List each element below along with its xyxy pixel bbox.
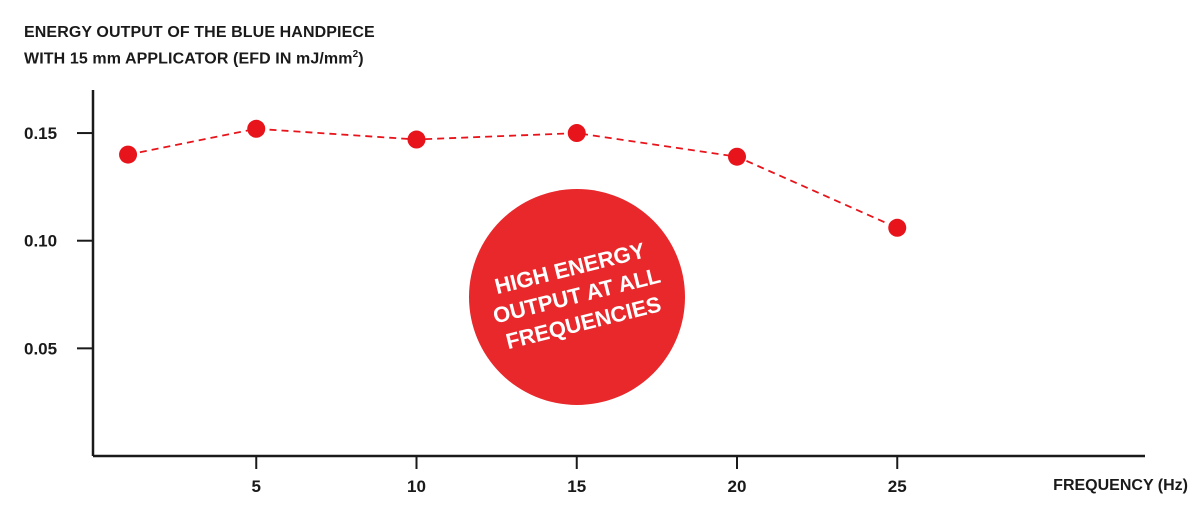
annotation-badge: HIGH ENERGY OUTPUT AT ALL FREQUENCIES [469, 189, 685, 405]
data-point [119, 145, 138, 164]
series-energy [119, 119, 907, 237]
series-line [127, 127, 898, 229]
chart-title-line-2: WITH 15 mm APPLICATOR (EFD IN mJ/mm2) [24, 44, 375, 70]
annotation-circle [469, 189, 685, 405]
chart-title: ENERGY OUTPUT OF THE BLUE HANDPIECE WITH… [24, 22, 375, 70]
chart-title-line-2-end: ) [358, 50, 364, 68]
y-tick-label: 0.05 [24, 339, 57, 358]
y-tick-label: 0.10 [24, 232, 57, 251]
data-point [728, 147, 746, 166]
data-point [567, 124, 586, 143]
x-tick-label: 20 [728, 477, 747, 496]
data-point [888, 218, 907, 237]
y-tick-label: 0.15 [24, 124, 57, 143]
x-tick-label: 10 [407, 477, 426, 496]
data-point [407, 130, 426, 149]
chart-title-line-2-text: WITH 15 mm APPLICATOR (EFD IN mJ/mm [24, 50, 353, 68]
x-tick-label: 5 [252, 477, 261, 496]
chart-axes: 0.05 0.10 0.15 5 10 15 20 25 [24, 90, 1145, 496]
data-point [247, 119, 266, 138]
x-tick-label: 25 [888, 477, 907, 496]
chart-title-superscript: 2 [352, 49, 359, 60]
x-tick-label: 15 [567, 477, 586, 496]
x-axis-label: FREQUENCY (Hz) [1053, 477, 1188, 494]
chart-title-line-1: ENERGY OUTPUT OF THE BLUE HANDPIECE [24, 24, 375, 41]
